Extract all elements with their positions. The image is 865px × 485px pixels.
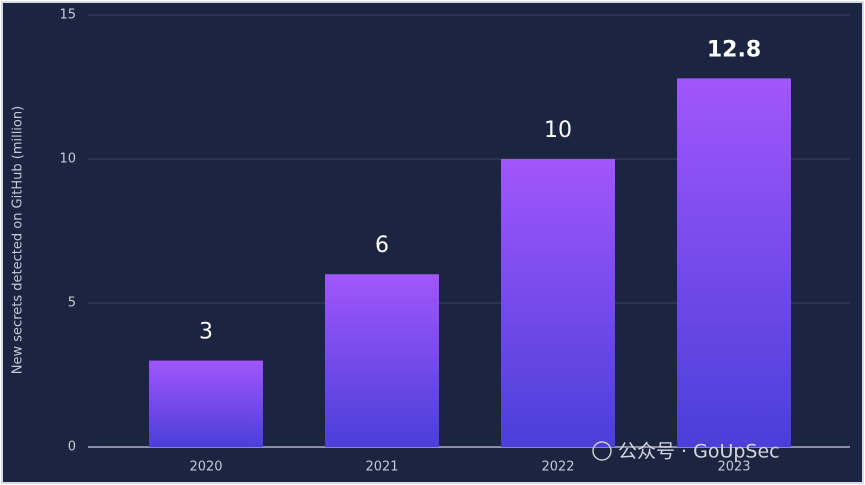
y-tick-label: 15 [59, 8, 76, 23]
y-tick-label: 5 [68, 296, 76, 311]
value-label: 10 [544, 118, 572, 143]
bar [325, 274, 439, 447]
y-tick-label: 0 [68, 440, 76, 455]
x-tick-label: 2022 [541, 460, 574, 475]
y-tick-label: 10 [59, 152, 76, 167]
y-axis-label: New secrets detected on GitHub (million) [11, 106, 26, 374]
value-label: 6 [375, 233, 389, 258]
value-label: 3 [199, 320, 213, 345]
x-tick-label: 2020 [189, 460, 222, 475]
x-tick-label: 2021 [365, 460, 398, 475]
watermark-text: 公众号 · GoUpSec [618, 441, 780, 463]
watermark: 公众号 · GoUpSec [592, 441, 780, 463]
value-label: 12.8 [707, 37, 761, 62]
bar [149, 360, 263, 447]
bar [501, 159, 615, 447]
x-tick-label: 2023 [717, 460, 750, 475]
watermark-icon [592, 441, 612, 461]
bar [677, 78, 791, 448]
